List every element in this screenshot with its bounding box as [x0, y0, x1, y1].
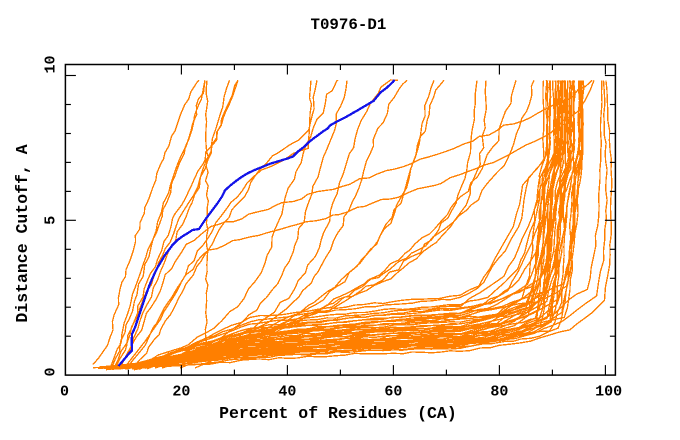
svg-text:T0976-D1: T0976-D1 [310, 16, 386, 34]
svg-text:20: 20 [172, 383, 190, 400]
svg-text:5: 5 [43, 216, 60, 225]
svg-text:Distance Cutoff, A: Distance Cutoff, A [13, 144, 32, 322]
svg-text:10: 10 [43, 55, 60, 73]
svg-text:Percent of Residues (CA): Percent of Residues (CA) [219, 404, 457, 423]
svg-text:40: 40 [278, 383, 296, 400]
svg-text:0: 0 [43, 367, 60, 376]
svg-text:0: 0 [60, 383, 69, 400]
svg-text:60: 60 [384, 383, 402, 400]
svg-text:100: 100 [595, 383, 622, 400]
svg-text:80: 80 [490, 383, 508, 400]
